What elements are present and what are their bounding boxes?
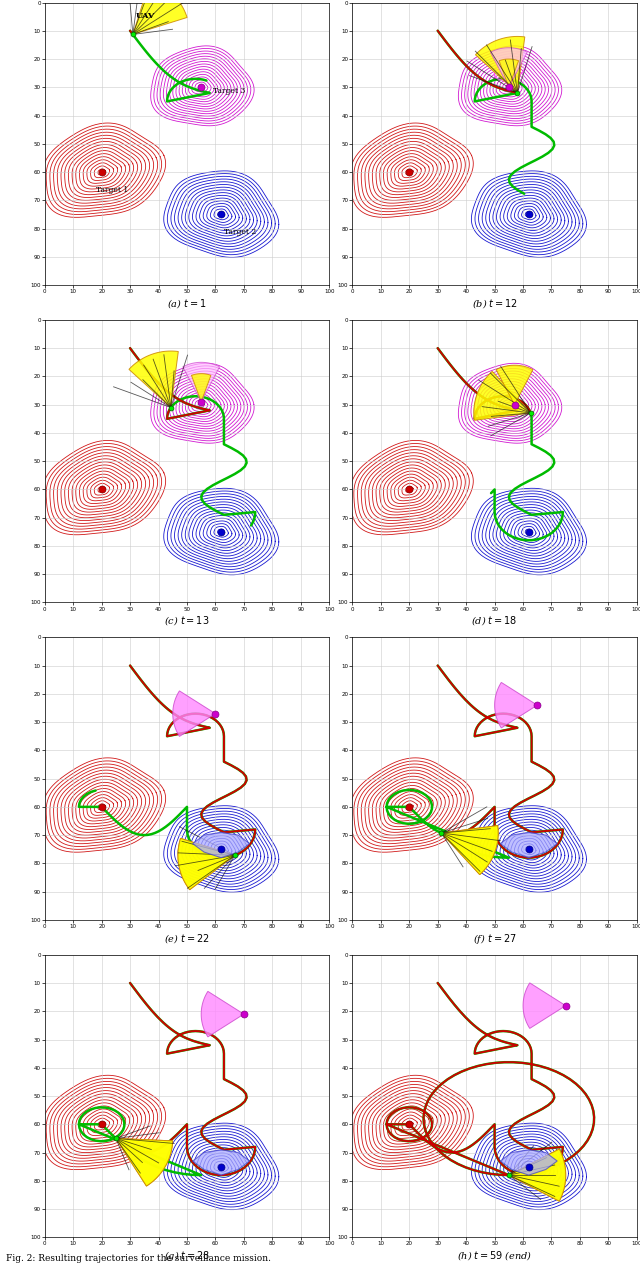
X-axis label: (c) $t = 13$: (c) $t = 13$ [164, 614, 210, 627]
Text: Target 1: Target 1 [96, 185, 128, 194]
Polygon shape [509, 1148, 566, 1202]
X-axis label: (f) $t = 27$: (f) $t = 27$ [473, 931, 516, 945]
X-axis label: (b) $t = 12$: (b) $t = 12$ [472, 297, 518, 310]
Polygon shape [442, 826, 498, 874]
Polygon shape [116, 1138, 173, 1187]
X-axis label: (h) $t = 59$ (end): (h) $t = 59$ (end) [457, 1249, 532, 1263]
Polygon shape [193, 832, 250, 858]
X-axis label: (g) $t = 28$: (g) $t = 28$ [164, 1249, 210, 1263]
Polygon shape [499, 60, 518, 88]
Polygon shape [191, 373, 211, 402]
Polygon shape [442, 826, 498, 874]
Text: Target 3: Target 3 [212, 88, 245, 95]
Polygon shape [509, 1148, 566, 1202]
X-axis label: (a) $t = 1$: (a) $t = 1$ [167, 297, 207, 310]
Polygon shape [474, 372, 531, 420]
Polygon shape [495, 683, 537, 728]
Text: Fig. 2: Resulting trajectories for the surveillance mission.: Fig. 2: Resulting trajectories for the s… [6, 1254, 271, 1263]
Text: Target 2: Target 2 [224, 228, 256, 236]
Polygon shape [178, 839, 235, 890]
Polygon shape [201, 991, 244, 1037]
X-axis label: (d) $t = 18$: (d) $t = 18$ [472, 614, 518, 627]
Polygon shape [116, 1138, 173, 1187]
Polygon shape [476, 37, 525, 93]
Polygon shape [523, 983, 566, 1028]
Text: UAV: UAV [136, 11, 155, 19]
Polygon shape [133, 0, 187, 34]
Polygon shape [183, 363, 220, 402]
Polygon shape [129, 352, 179, 407]
Polygon shape [193, 1150, 250, 1175]
X-axis label: (e) $t = 22$: (e) $t = 22$ [164, 931, 210, 944]
Polygon shape [490, 48, 527, 88]
Polygon shape [500, 1150, 557, 1175]
Polygon shape [500, 832, 557, 858]
Polygon shape [173, 690, 216, 736]
Polygon shape [496, 365, 533, 405]
Polygon shape [178, 839, 235, 890]
